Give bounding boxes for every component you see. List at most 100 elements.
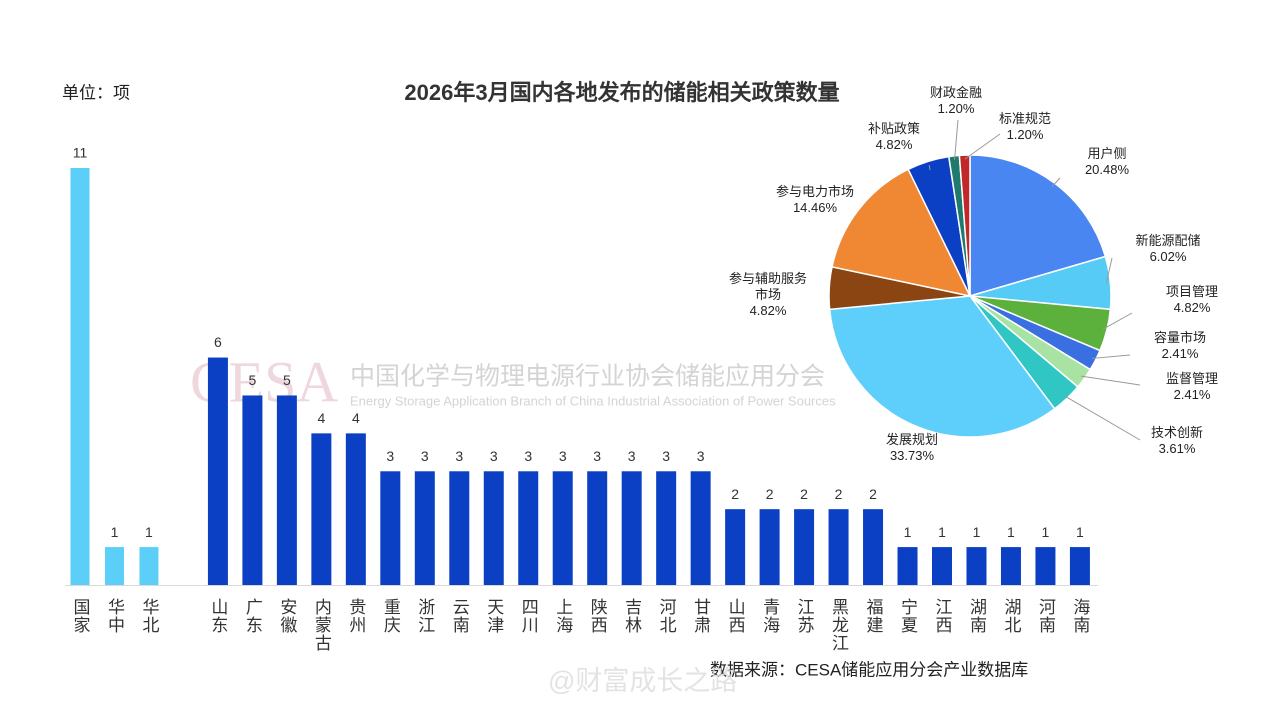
x-tick-label: 青海 <box>760 598 780 634</box>
watermark-english: Energy Storage Application Branch of Chi… <box>350 393 836 408</box>
x-tick-label: 黑龙江 <box>829 598 849 652</box>
value-label: 3 <box>593 448 601 464</box>
x-tick-label: 重庆 <box>381 598 401 634</box>
bar <box>794 509 815 585</box>
bar <box>207 357 228 585</box>
value-label: 2 <box>869 486 877 502</box>
pie-slice <box>831 168 972 298</box>
value-label: 2 <box>835 486 843 502</box>
leader-line <box>928 165 931 171</box>
bar <box>1035 547 1056 585</box>
value-label: 2 <box>766 486 774 502</box>
value-label: 3 <box>662 448 670 464</box>
slice-label: 监督管理 <box>1165 371 1219 386</box>
slice-label: 新能源配储 <box>1135 233 1201 248</box>
value-label: 1 <box>145 524 153 540</box>
slice-value-label: 1.20% <box>937 101 975 116</box>
slice-label: 容量市场 <box>1153 330 1207 345</box>
slice-value-label: 2.41% <box>1161 346 1199 361</box>
bar <box>276 395 297 585</box>
x-tick-label: 安徽 <box>277 598 297 634</box>
x-tick-label: 上海 <box>553 598 573 634</box>
bar <box>345 433 366 585</box>
bar <box>311 433 332 585</box>
bar <box>690 471 711 585</box>
bar <box>621 471 642 585</box>
slice-value-label: 2.41% <box>1173 387 1211 402</box>
x-tick-label: 河北 <box>657 598 677 634</box>
bar <box>863 509 884 585</box>
value-label: 4 <box>317 410 325 426</box>
value-label: 3 <box>386 448 394 464</box>
unit-label: 单位：项 <box>62 83 130 102</box>
slice-label: 参与辅助服务 市场 <box>728 271 808 302</box>
x-tick-label: 华中 <box>105 598 125 634</box>
bar <box>139 547 159 585</box>
bar <box>828 509 849 585</box>
slice-value-label: 14.46% <box>792 200 838 215</box>
slice-value-label: 4.82% <box>1173 300 1211 315</box>
bar <box>587 471 608 585</box>
slice-value-label: 4.82% <box>749 303 787 318</box>
slice-value-label: 20.48% <box>1084 162 1130 177</box>
x-tick-label: 四川 <box>519 598 539 634</box>
slice-label: 技术创新 <box>1150 425 1204 440</box>
x-tick-label: 湖北 <box>1001 598 1021 634</box>
slice-value-label: 4.82% <box>875 137 913 152</box>
x-tick-label: 云南 <box>450 598 470 634</box>
x-tick-label: 山西 <box>726 598 745 634</box>
slice-label: 发展规划 <box>885 432 939 447</box>
value-label: 1 <box>973 524 981 540</box>
x-tick-label: 海南 <box>1070 598 1090 634</box>
slice-value-label: 1.20% <box>1006 127 1044 142</box>
value-label: 3 <box>421 448 429 464</box>
x-tick-label: 吉林 <box>622 598 642 634</box>
watermark-name: 中国化学与物理电源行业协会储能应用分会 <box>350 363 825 391</box>
leader-line <box>1051 177 1061 187</box>
x-tick-label: 湖南 <box>967 598 987 634</box>
value-label: 3 <box>559 448 567 464</box>
x-tick-label: 内蒙古 <box>312 598 332 652</box>
value-label: 5 <box>283 372 291 388</box>
bar <box>1000 547 1021 585</box>
slice-label: 补贴政策 <box>867 121 921 136</box>
leader-line <box>1105 257 1113 284</box>
value-label: 2 <box>731 486 739 502</box>
x-tick-label: 天津 <box>484 598 504 634</box>
bar <box>414 471 435 585</box>
leader-line <box>964 133 1001 160</box>
x-tick-label: 华北 <box>139 598 159 634</box>
value-label: 1 <box>904 524 912 540</box>
bar <box>1069 547 1090 585</box>
x-tick-label: 广东 <box>243 598 263 634</box>
bar <box>966 547 987 585</box>
leader-line <box>1063 395 1141 441</box>
bar <box>552 471 573 585</box>
value-label: 3 <box>524 448 532 464</box>
source: 数据来源：CESA储能应用分会产业数据库 <box>710 660 1028 679</box>
x-tick-label: 贵州 <box>346 598 366 634</box>
bar <box>897 547 918 585</box>
weibo-watermark: @财富成长之路 <box>548 666 737 696</box>
chart-title: 2026年3月国内各地发布的储能相关政策数量 <box>404 80 839 105</box>
slice-value-label: 3.61% <box>1158 441 1196 456</box>
slice-label: 财政金融 <box>929 85 983 100</box>
leader-line <box>1081 375 1141 386</box>
slice-label: 标准规范 <box>998 111 1052 126</box>
x-tick-label: 江苏 <box>795 598 815 634</box>
x-tick-label: 福建 <box>864 598 884 634</box>
bar <box>518 471 539 585</box>
x-tick-label: 国家 <box>71 598 90 634</box>
value-label: 5 <box>249 372 257 388</box>
value-label: 1 <box>1007 524 1015 540</box>
slice-value-label: 33.73% <box>889 448 935 463</box>
bar <box>449 471 470 585</box>
bar <box>725 509 746 585</box>
bar <box>104 547 124 585</box>
leader-line <box>954 119 959 160</box>
x-tick-label: 浙江 <box>415 598 435 634</box>
slice-value-label: 6.02% <box>1149 249 1187 264</box>
value-label: 4 <box>352 410 360 426</box>
